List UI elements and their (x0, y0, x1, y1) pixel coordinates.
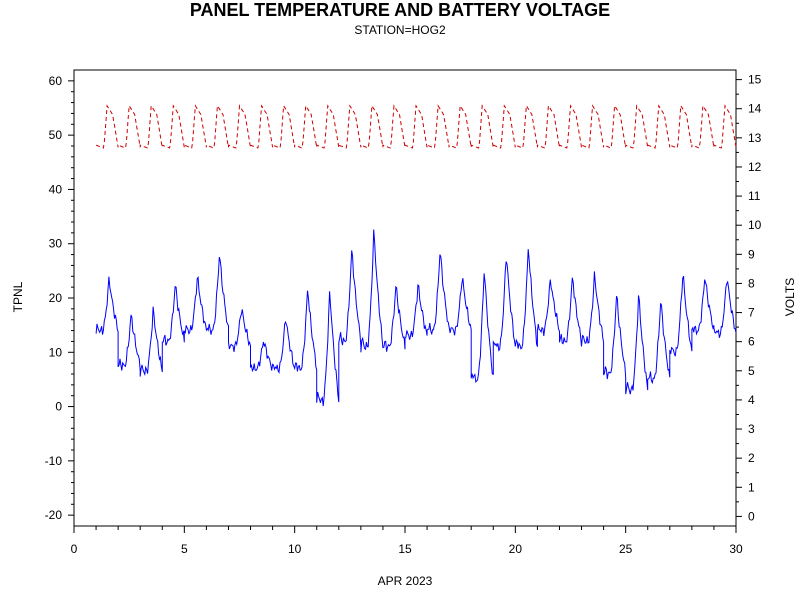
left-y-tick-label: 40 (49, 182, 63, 196)
left-y-tick-label: 10 (49, 345, 63, 359)
right-y-tick-label: 12 (748, 160, 762, 174)
left-y-axis: -20 -10 0 10 20 30 40 50 60 (45, 74, 74, 522)
right-y-tick-label: 11 (748, 189, 761, 203)
left-y-tick-label: 50 (49, 128, 63, 142)
chart-subtitle: STATION=HOG2 (354, 23, 446, 37)
right-y-tick-label: 15 (748, 73, 762, 87)
right-y-tick-label: 10 (748, 218, 762, 232)
right-y-tick-label: 7 (748, 306, 755, 320)
right-y-axis-label: VOLTS (783, 278, 797, 316)
plot-frame (73, 69, 737, 527)
x-tick-label: 5 (181, 542, 188, 556)
left-y-tick-label: 30 (49, 237, 63, 251)
left-y-tick-label: 0 (55, 400, 62, 414)
left-y-tick-label: 60 (49, 74, 63, 88)
x-tick-label: 15 (398, 542, 412, 556)
x-axis: 0 5 10 15 20 25 30 (71, 526, 743, 556)
x-tick-label: 20 (509, 542, 523, 556)
right-y-tick-label: 0 (748, 509, 755, 523)
x-axis-label: APR 2023 (378, 574, 433, 588)
right-y-tick-label: 6 (748, 335, 755, 349)
x-tick-label: 30 (729, 542, 743, 556)
right-y-tick-label: 3 (748, 422, 755, 436)
right-y-tick-label: 5 (748, 364, 755, 378)
x-tick-label: 25 (619, 542, 633, 556)
volts-series-line (95, 104, 737, 149)
left-y-tick-label: -10 (45, 454, 63, 468)
right-y-tick-label: 1 (748, 480, 755, 494)
left-y-tick-label: 20 (49, 291, 63, 305)
right-y-tick-label: 14 (748, 102, 762, 116)
right-y-tick-label: 8 (748, 276, 755, 290)
x-tick-label: 10 (288, 542, 302, 556)
right-y-tick-label: 2 (748, 451, 755, 465)
right-y-tick-label: 13 (748, 131, 762, 145)
left-y-axis-label: TPNL (11, 281, 25, 312)
series-layer (95, 104, 737, 407)
left-y-tick-label: -20 (45, 508, 63, 522)
right-y-tick-label: 4 (748, 393, 755, 407)
plot-border (73, 69, 737, 527)
x-tick-label: 0 (71, 542, 78, 556)
right-y-tick-label: 9 (748, 247, 755, 261)
chart-title: PANEL TEMPERATURE AND BATTERY VOLTAGE (189, 0, 611, 20)
tpnl-series-line (95, 229, 737, 407)
